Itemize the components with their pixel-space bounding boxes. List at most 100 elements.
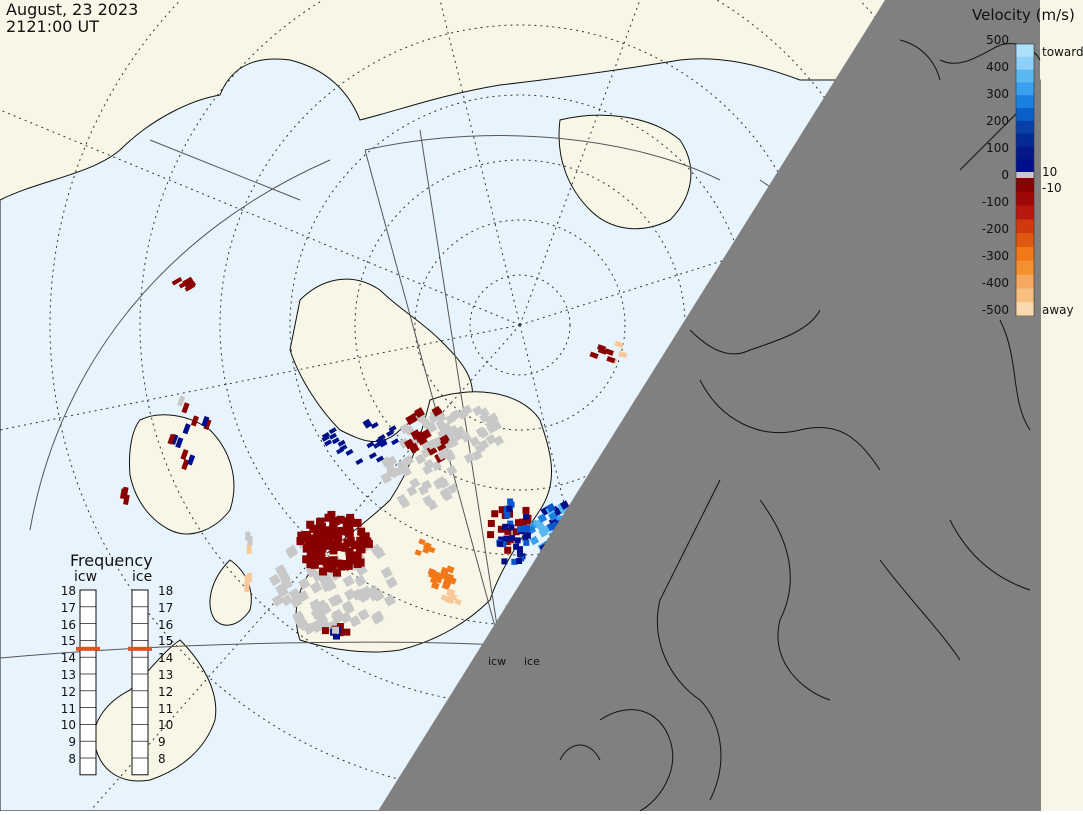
scatter-cell: [345, 547, 354, 556]
colorbar-segment: [1016, 82, 1034, 96]
radar-label-icw: icw: [488, 655, 507, 668]
scatter-cell: [504, 512, 511, 519]
scatter-cell: [446, 464, 458, 476]
scatter-cell: [342, 559, 351, 568]
scatter-cell: [370, 612, 384, 625]
frequency-marker: [128, 646, 152, 651]
scatter-cell: [302, 555, 311, 564]
scatter-cell: [396, 459, 408, 471]
scatter-cell: [512, 528, 520, 536]
date-label: August, 23 2023: [6, 0, 139, 19]
scatter-cell: [332, 568, 341, 577]
scatter-cell: [513, 543, 520, 550]
scatter-cell: [430, 437, 442, 449]
frequency-tick-label: 17: [158, 600, 174, 615]
scatter-cell: [348, 614, 362, 628]
scatter-cell: [329, 546, 338, 555]
scatter-cell: [440, 487, 452, 499]
scatter-cell: [511, 558, 518, 565]
colorbar-segment: [1016, 69, 1034, 83]
scatter-cell: [497, 540, 504, 547]
scatter-cell: [332, 626, 340, 634]
tick-label: -200: [981, 222, 1009, 236]
scatter-cell: [422, 494, 434, 506]
colorbar-segment: [1016, 133, 1034, 147]
toward-label: toward: [1042, 45, 1083, 59]
scatter-cell: [246, 544, 252, 554]
scatter-cell: [501, 558, 508, 565]
scatter-cell: [357, 545, 366, 554]
tick-label: -300: [981, 249, 1009, 263]
scatter-cell: [454, 598, 462, 606]
frequency-tick-label: 18: [60, 584, 76, 598]
frequency-panel: [76, 589, 152, 776]
scatter-cell: [435, 476, 447, 487]
scatter-cell: [311, 620, 324, 634]
scatter-cell: [372, 589, 385, 602]
velocity-colorbar: [1015, 43, 1035, 317]
frequency-tick-label: 9: [158, 735, 166, 750]
scatter-cell: [379, 440, 388, 448]
scatter-cell: [380, 472, 392, 484]
scatter-cell: [350, 541, 359, 550]
scatter-cell: [312, 548, 321, 557]
scatter-cell: [324, 579, 337, 592]
scatter-cell: [328, 560, 337, 569]
scatter-cell: [370, 421, 379, 429]
scatter-cell: [504, 546, 512, 554]
scatter-cell: [331, 517, 340, 526]
scatter-cell: [203, 418, 212, 431]
scatter-cell: [121, 486, 129, 498]
frequency-tick-label: 14: [158, 651, 174, 666]
threshold-positive-label: 10: [1042, 165, 1058, 179]
frequency-marker: [76, 646, 100, 651]
scatter-cell: [247, 536, 253, 546]
colorbar-segment: [1016, 247, 1034, 262]
scatter-cell: [336, 515, 345, 524]
scatter-cell: [288, 587, 301, 601]
scatter-cell: [315, 599, 329, 612]
scatter-cell: [487, 531, 495, 539]
tick-label: -500: [981, 303, 1009, 317]
colorbar-segment: [1016, 146, 1034, 160]
scatter-cell: [328, 427, 337, 435]
scatter-cell: [364, 421, 373, 429]
scatter-cell: [244, 583, 250, 593]
colorbar-segment: [1016, 274, 1034, 289]
frequency-tick-label: 16: [60, 617, 76, 632]
scatter-cell: [403, 438, 415, 450]
scatter-cell: [523, 524, 530, 531]
scatter-cell: [182, 423, 191, 435]
scatter-cell: [368, 452, 377, 460]
scatter-cell: [296, 537, 305, 546]
scatter-cell: [337, 439, 346, 447]
scatter-cell: [319, 529, 328, 538]
scatter-cell: [436, 449, 448, 461]
scatter-cell: [400, 466, 412, 477]
tick-label: 200: [986, 114, 1009, 128]
frequency-tick-label: 16: [158, 617, 174, 632]
scatter-cell: [380, 566, 393, 579]
scatter-cell: [516, 558, 523, 565]
colorbar-segment: [1016, 120, 1034, 135]
scatter-cell: [506, 505, 513, 512]
colorbar-segment: [1016, 191, 1034, 207]
scatter-cell: [268, 573, 282, 587]
scatter-cell: [485, 434, 497, 445]
scatter-cell: [327, 510, 336, 519]
colorbar-segment: [1016, 178, 1034, 193]
scatter-cell: [435, 418, 447, 430]
colorbar-ground-scatter: [1016, 172, 1034, 178]
scatter-cell: [500, 541, 507, 548]
tick-label: -100: [981, 195, 1009, 209]
scatter-cell: [546, 502, 556, 513]
scatter-cell: [181, 459, 190, 471]
scatter-cell: [523, 513, 530, 520]
scatter-cell: [314, 541, 323, 550]
frequency-tick-label: 12: [158, 684, 174, 699]
scatter-cell: [182, 276, 193, 286]
scatter-cell: [343, 628, 351, 636]
tick-label: 500: [986, 33, 1009, 47]
scatter-cell: [309, 525, 318, 534]
frequency-tick-label: 18: [158, 584, 174, 598]
